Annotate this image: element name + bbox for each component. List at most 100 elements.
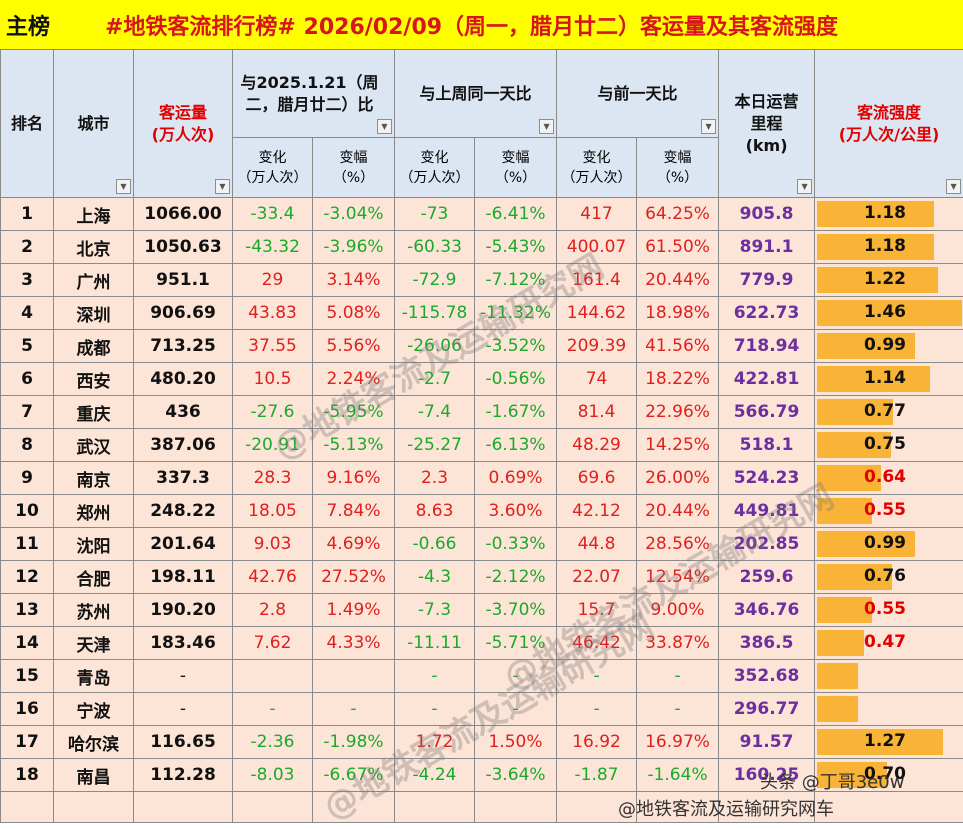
filter-dropdown-icon[interactable]: ▼ (946, 179, 961, 194)
ridership-cell: 112.28 (134, 759, 233, 792)
rate-cell: 3.14% (313, 264, 395, 297)
rate-cell: 27.52% (313, 561, 395, 594)
rate-cell: 26.00% (637, 462, 719, 495)
change-cell: 37.55 (233, 330, 313, 363)
change-cell: - (395, 693, 475, 726)
change-cell: 81.4 (557, 396, 637, 429)
city-cell: 成都 (54, 330, 134, 363)
rate-cell: - (637, 693, 719, 726)
mileage-cell: 566.79 (719, 396, 815, 429)
rate-cell: 7.84% (313, 495, 395, 528)
ridership-cell: 248.22 (134, 495, 233, 528)
ridership-cell: 116.65 (134, 726, 233, 759)
ridership-cell: 1050.63 (134, 231, 233, 264)
empty-cell (395, 792, 475, 823)
ridership-cell: 190.20 (134, 594, 233, 627)
intensity-bar (817, 696, 858, 722)
mileage-cell: 259.6 (719, 561, 815, 594)
empty-cell (475, 792, 557, 823)
empty-cell (54, 792, 134, 823)
change-cell: 9.03 (233, 528, 313, 561)
col-header-vs-previous-day[interactable]: 与前一天比▼ (557, 50, 719, 138)
rate-cell: 28.56% (637, 528, 719, 561)
rate-cell: 0.69% (475, 462, 557, 495)
intensity-value: 0.47 (815, 632, 955, 652)
city-cell: 苏州 (54, 594, 134, 627)
rate-cell: - (637, 660, 719, 693)
col-header-vs-last-week[interactable]: 与上周同一天比▼ (395, 50, 557, 138)
intensity-cell: 0.47 (815, 627, 963, 660)
rate-cell: -3.64% (475, 759, 557, 792)
filter-dropdown-icon[interactable]: ▼ (701, 119, 716, 134)
empty-cell (1, 792, 54, 823)
rank-cell: 14 (1, 627, 54, 660)
rate-cell: 18.98% (637, 297, 719, 330)
main-list-tag: 主榜 (6, 9, 50, 41)
rank-cell: 15 (1, 660, 54, 693)
change-cell: 42.76 (233, 561, 313, 594)
rank-cell: 6 (1, 363, 54, 396)
change-cell: 48.29 (557, 429, 637, 462)
intensity-cell: 1.46 (815, 297, 963, 330)
change-cell: -11.11 (395, 627, 475, 660)
rate-cell: 4.69% (313, 528, 395, 561)
change-cell: - (395, 660, 475, 693)
rate-cell: -3.70% (475, 594, 557, 627)
rank-cell: 2 (1, 231, 54, 264)
change-cell: - (557, 693, 637, 726)
change-cell: 417 (557, 198, 637, 231)
change-cell: 16.92 (557, 726, 637, 759)
change-cell: 2.8 (233, 594, 313, 627)
mileage-cell: 518.1 (719, 429, 815, 462)
filter-dropdown-icon[interactable]: ▼ (215, 179, 230, 194)
intensity-cell (815, 693, 963, 726)
city-cell: 沈阳 (54, 528, 134, 561)
col-header-city[interactable]: 城市▼ (54, 50, 134, 198)
mileage-cell: 386.5 (719, 627, 815, 660)
mileage-cell: 352.68 (719, 660, 815, 693)
col-header-vs-last-year[interactable]: 与2025.1.21（周二，腊月廿二）比▼ (233, 50, 395, 138)
mileage-cell: 718.94 (719, 330, 815, 363)
filter-dropdown-icon[interactable]: ▼ (539, 119, 554, 134)
city-cell: 南京 (54, 462, 134, 495)
mileage-cell: 91.57 (719, 726, 815, 759)
city-cell: 青岛 (54, 660, 134, 693)
col-header-intensity[interactable]: 客流强度 (万人次/公里)▼ (815, 50, 963, 198)
rate-cell: 20.44% (637, 495, 719, 528)
subheader-change: 变化 （万人次） (395, 138, 475, 198)
change-cell: 46.42 (557, 627, 637, 660)
filter-dropdown-icon[interactable]: ▼ (797, 179, 812, 194)
change-cell: -2.36 (233, 726, 313, 759)
filter-dropdown-icon[interactable]: ▼ (377, 119, 392, 134)
change-cell: -0.66 (395, 528, 475, 561)
change-cell: 1.72 (395, 726, 475, 759)
empty-cell (233, 792, 313, 823)
change-cell: -33.4 (233, 198, 313, 231)
rate-cell: - (475, 660, 557, 693)
change-cell: -8.03 (233, 759, 313, 792)
intensity-cell: 1.14 (815, 363, 963, 396)
rate-cell: -11.32% (475, 297, 557, 330)
city-cell: 天津 (54, 627, 134, 660)
col-header-ridership[interactable]: 客运量 (万人次)▼ (134, 50, 233, 198)
rate-cell: 41.56% (637, 330, 719, 363)
city-cell: 广州 (54, 264, 134, 297)
change-cell: 44.8 (557, 528, 637, 561)
title-banner: 主榜 #地铁客流排行榜# 2026/02/09（周一，腊月廿二）客运量及其客流强… (0, 0, 963, 49)
rate-cell: 12.54% (637, 561, 719, 594)
rate-cell: -5.13% (313, 429, 395, 462)
footer-watermark: 头条 @丁哥3e0w (760, 768, 904, 794)
filter-dropdown-icon[interactable]: ▼ (116, 179, 131, 194)
intensity-cell: 0.64 (815, 462, 963, 495)
col-header-mileage[interactable]: 本日运营 里程 (km)▼ (719, 50, 815, 198)
mileage-cell: 449.81 (719, 495, 815, 528)
